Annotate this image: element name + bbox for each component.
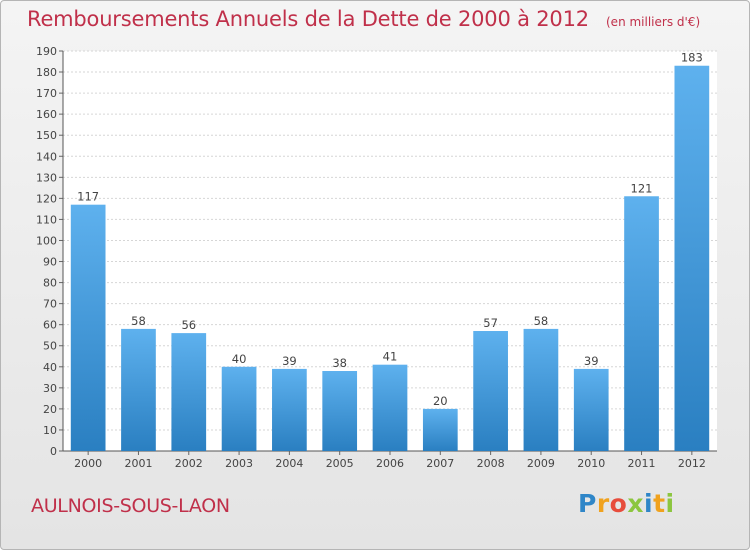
x-tick-label: 2001 [124,457,152,470]
bar-value-label: 39 [584,354,599,368]
bar-value-label: 121 [631,181,653,195]
x-tick-label: 2010 [577,457,605,470]
y-tick-label: 30 [43,382,57,395]
x-tick-label: 2008 [477,457,505,470]
x-tick-label: 2005 [326,457,354,470]
bar-value-label: 56 [181,318,196,332]
bar [70,204,106,451]
bar-value-label: 183 [681,51,703,65]
bar [674,65,710,451]
x-tick-label: 2009 [527,457,555,470]
y-tick-label: 120 [36,192,57,205]
logo-letter: r [596,489,610,518]
bar [372,364,408,451]
y-tick-label: 130 [36,171,57,184]
chart-title-row: Remboursements Annuels de la Dette de 20… [27,7,700,31]
x-tick-label: 2007 [426,457,454,470]
bar-value-label: 40 [232,352,247,366]
y-tick-label: 150 [36,129,57,142]
bar [573,368,609,451]
y-tick-label: 50 [43,340,57,353]
x-tick-label: 2004 [275,457,303,470]
logo-letter: x [627,489,644,518]
y-tick-label: 180 [36,66,57,79]
x-tick-label: 2003 [225,457,253,470]
y-tick-label: 20 [43,403,57,416]
y-tick-label: 10 [43,424,57,437]
bar [422,408,458,451]
bar [272,368,307,451]
bar-value-label: 20 [433,394,448,408]
chart-title: Remboursements Annuels de la Dette de 20… [27,7,589,31]
y-tick-label: 190 [36,45,57,58]
bar [322,371,358,451]
bar [624,196,659,451]
bar-value-label: 117 [77,190,99,204]
bar [473,331,508,451]
town-name: AULNOIS-SOUS-LAON [31,495,230,517]
logo-letter: o [609,489,628,518]
y-tick-label: 40 [43,361,57,374]
logo-letter: t [653,489,666,518]
y-tick-label: 160 [36,108,57,121]
bar-value-label: 58 [131,314,146,328]
bar-value-label: 58 [534,314,549,328]
logo-letter: P [578,489,597,518]
x-tick-label: 2002 [175,457,203,470]
bar-value-label: 41 [383,350,398,364]
x-tick-label: 2006 [376,457,404,470]
y-tick-label: 170 [36,87,57,100]
logo-letter: i [644,489,654,518]
x-tick-label: 2012 [678,457,706,470]
logo-letter: i [665,489,675,518]
bar [121,328,156,451]
bar [221,366,257,451]
proxiti-logo: Proxiti [578,489,675,518]
y-tick-label: 100 [36,234,57,247]
y-tick-label: 0 [50,445,57,458]
y-tick-label: 80 [43,277,57,290]
bar-value-label: 38 [332,356,347,370]
y-tick-label: 90 [43,256,57,269]
y-tick-label: 70 [43,298,57,311]
y-tick-label: 110 [36,213,57,226]
bar [523,328,559,451]
x-tick-label: 2011 [628,457,656,470]
bar-value-label: 39 [282,354,297,368]
bar-value-label: 57 [483,316,498,330]
x-tick-label: 2000 [74,457,102,470]
y-tick-label: 140 [36,150,57,163]
y-tick-label: 60 [43,319,57,332]
chart-subtitle: (en milliers d'€) [606,15,701,29]
bar [171,333,207,451]
